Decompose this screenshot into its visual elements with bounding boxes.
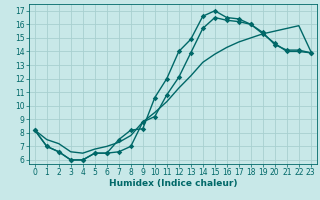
X-axis label: Humidex (Indice chaleur): Humidex (Indice chaleur): [108, 179, 237, 188]
